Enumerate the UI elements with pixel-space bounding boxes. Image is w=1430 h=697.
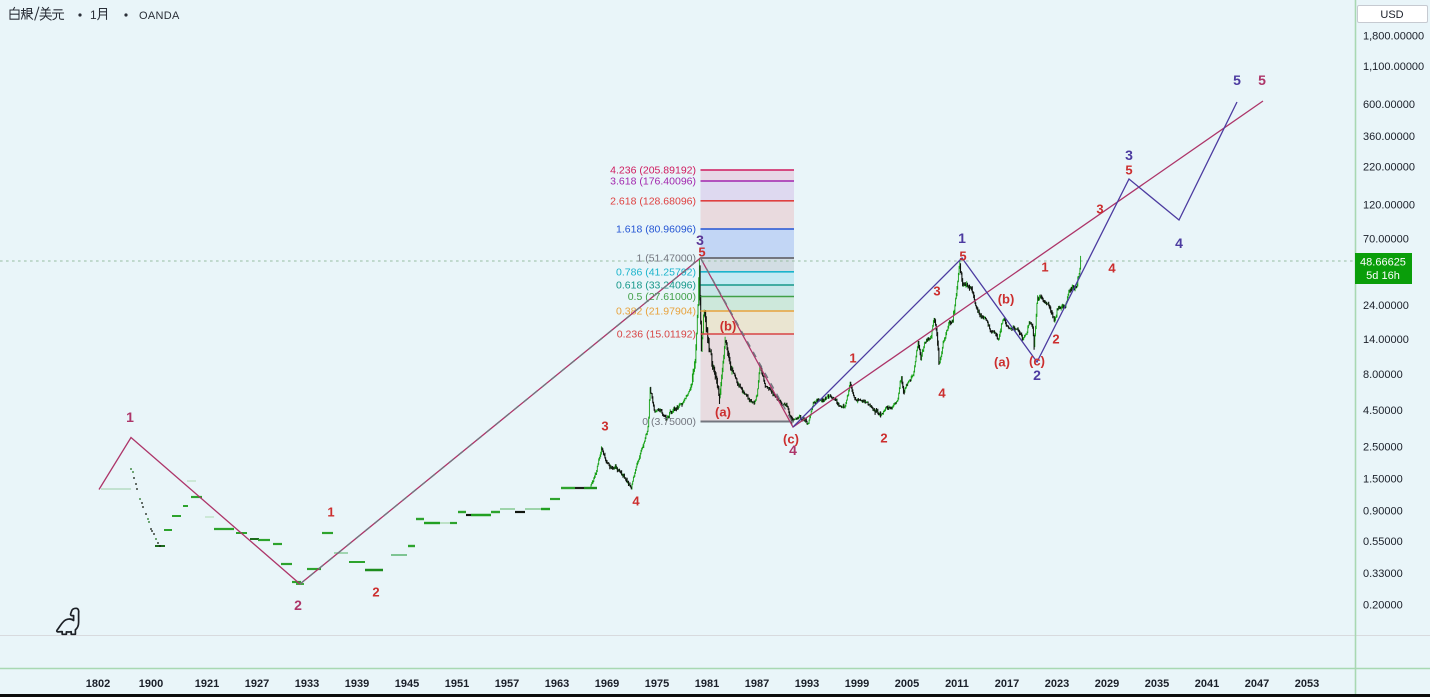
svg-text:1957: 1957: [495, 678, 519, 690]
svg-text:3: 3: [933, 284, 940, 299]
svg-text:2023: 2023: [1045, 678, 1069, 690]
svg-text:5: 5: [1233, 72, 1241, 88]
svg-text:1963: 1963: [545, 678, 569, 690]
svg-text:3.618 (176.40096): 3.618 (176.40096): [610, 176, 696, 188]
svg-text:600.00000: 600.00000: [1363, 99, 1415, 111]
svg-text:0.90000: 0.90000: [1363, 505, 1403, 517]
svg-text:1900: 1900: [139, 678, 163, 690]
svg-text:0.786 (41.25792): 0.786 (41.25792): [616, 266, 696, 278]
svg-text:3: 3: [1125, 147, 1133, 163]
svg-text:(c): (c): [1029, 354, 1045, 369]
svg-text:2: 2: [1052, 332, 1059, 347]
svg-text:24.00000: 24.00000: [1363, 300, 1409, 312]
svg-text:1969: 1969: [595, 678, 619, 690]
svg-text:0.5 (27.61000): 0.5 (27.61000): [628, 291, 696, 303]
svg-text:1945: 1945: [395, 678, 419, 690]
svg-text:1.618 (80.96096): 1.618 (80.96096): [616, 224, 696, 236]
svg-text:1 (51.47000): 1 (51.47000): [636, 253, 696, 265]
svg-text:4: 4: [789, 442, 797, 458]
svg-text:4.236 (205.89192): 4.236 (205.89192): [610, 165, 696, 177]
svg-text:4.50000: 4.50000: [1363, 405, 1403, 417]
svg-text:2029: 2029: [1095, 678, 1119, 690]
svg-text:1981: 1981: [695, 678, 719, 690]
svg-text:1: 1: [126, 409, 134, 425]
svg-text:2017: 2017: [995, 678, 1019, 690]
svg-text:1,800.00000: 1,800.00000: [1363, 30, 1424, 42]
svg-text:1993: 1993: [795, 678, 819, 690]
svg-text:1,100.00000: 1,100.00000: [1363, 61, 1424, 73]
svg-text:2053: 2053: [1295, 678, 1319, 690]
svg-text:2011: 2011: [945, 678, 969, 690]
svg-text:0.33000: 0.33000: [1363, 568, 1403, 580]
svg-text:(a): (a): [715, 405, 731, 420]
svg-text:220.00000: 220.00000: [1363, 162, 1415, 174]
svg-text:2035: 2035: [1145, 678, 1169, 690]
svg-text:5: 5: [1258, 72, 1266, 88]
svg-text:(b): (b): [720, 319, 737, 334]
svg-text:1987: 1987: [745, 678, 769, 690]
svg-text:1: 1: [958, 230, 966, 246]
svg-text:0.382 (21.97904): 0.382 (21.97904): [616, 306, 696, 318]
svg-text:0.55000: 0.55000: [1363, 536, 1403, 548]
svg-text:4: 4: [1175, 235, 1183, 251]
svg-text:3: 3: [696, 232, 704, 248]
svg-text:OANDA: OANDA: [139, 10, 180, 22]
svg-text:1933: 1933: [295, 678, 319, 690]
svg-text:USD: USD: [1380, 9, 1403, 21]
svg-text:2041: 2041: [1195, 678, 1219, 690]
svg-text:1: 1: [1041, 260, 1048, 275]
svg-text:5d 16h: 5d 16h: [1366, 270, 1400, 282]
svg-text:2: 2: [1033, 367, 1041, 383]
svg-text:14.00000: 14.00000: [1363, 334, 1409, 346]
svg-text:1927: 1927: [245, 678, 269, 690]
svg-text:1: 1: [90, 8, 97, 22]
svg-text:5: 5: [698, 245, 705, 260]
svg-text:1802: 1802: [86, 678, 110, 690]
svg-text:0.20000: 0.20000: [1363, 599, 1403, 611]
svg-text:1.50000: 1.50000: [1363, 474, 1403, 486]
svg-text:3: 3: [601, 419, 608, 434]
svg-text:2005: 2005: [895, 678, 919, 690]
svg-text:2.50000: 2.50000: [1363, 442, 1403, 454]
svg-text:(c): (c): [783, 432, 799, 447]
svg-text:1: 1: [327, 505, 334, 520]
svg-text:1939: 1939: [345, 678, 369, 690]
svg-text:120.00000: 120.00000: [1363, 200, 1415, 212]
svg-text:2: 2: [880, 431, 887, 446]
svg-text:2.618 (128.68096): 2.618 (128.68096): [610, 195, 696, 207]
svg-text:8.00000: 8.00000: [1363, 369, 1403, 381]
svg-text:3: 3: [1096, 202, 1103, 217]
svg-text:4: 4: [1108, 261, 1116, 276]
svg-text:1921: 1921: [195, 678, 219, 690]
svg-text:0.618 (33.24096): 0.618 (33.24096): [616, 280, 696, 292]
svg-text:1951: 1951: [445, 678, 469, 690]
svg-text:4: 4: [632, 494, 640, 509]
svg-text:1: 1: [849, 351, 856, 366]
svg-text:0 (3.75000): 0 (3.75000): [642, 416, 696, 428]
svg-text:(a): (a): [994, 355, 1010, 370]
svg-text:360.00000: 360.00000: [1363, 131, 1415, 143]
svg-text:2047: 2047: [1245, 678, 1269, 690]
svg-text:5: 5: [1125, 163, 1132, 178]
svg-text:70.00000: 70.00000: [1363, 233, 1409, 245]
svg-text:(b): (b): [998, 292, 1015, 307]
svg-text:48.66625: 48.66625: [1360, 257, 1406, 269]
svg-text:2: 2: [294, 597, 302, 613]
svg-text:5: 5: [959, 249, 966, 264]
svg-text:1975: 1975: [645, 678, 669, 690]
svg-text:4: 4: [938, 386, 946, 401]
svg-text:2: 2: [372, 585, 379, 600]
svg-text:1999: 1999: [845, 678, 869, 690]
svg-text:0.236 (15.01192): 0.236 (15.01192): [617, 329, 696, 341]
